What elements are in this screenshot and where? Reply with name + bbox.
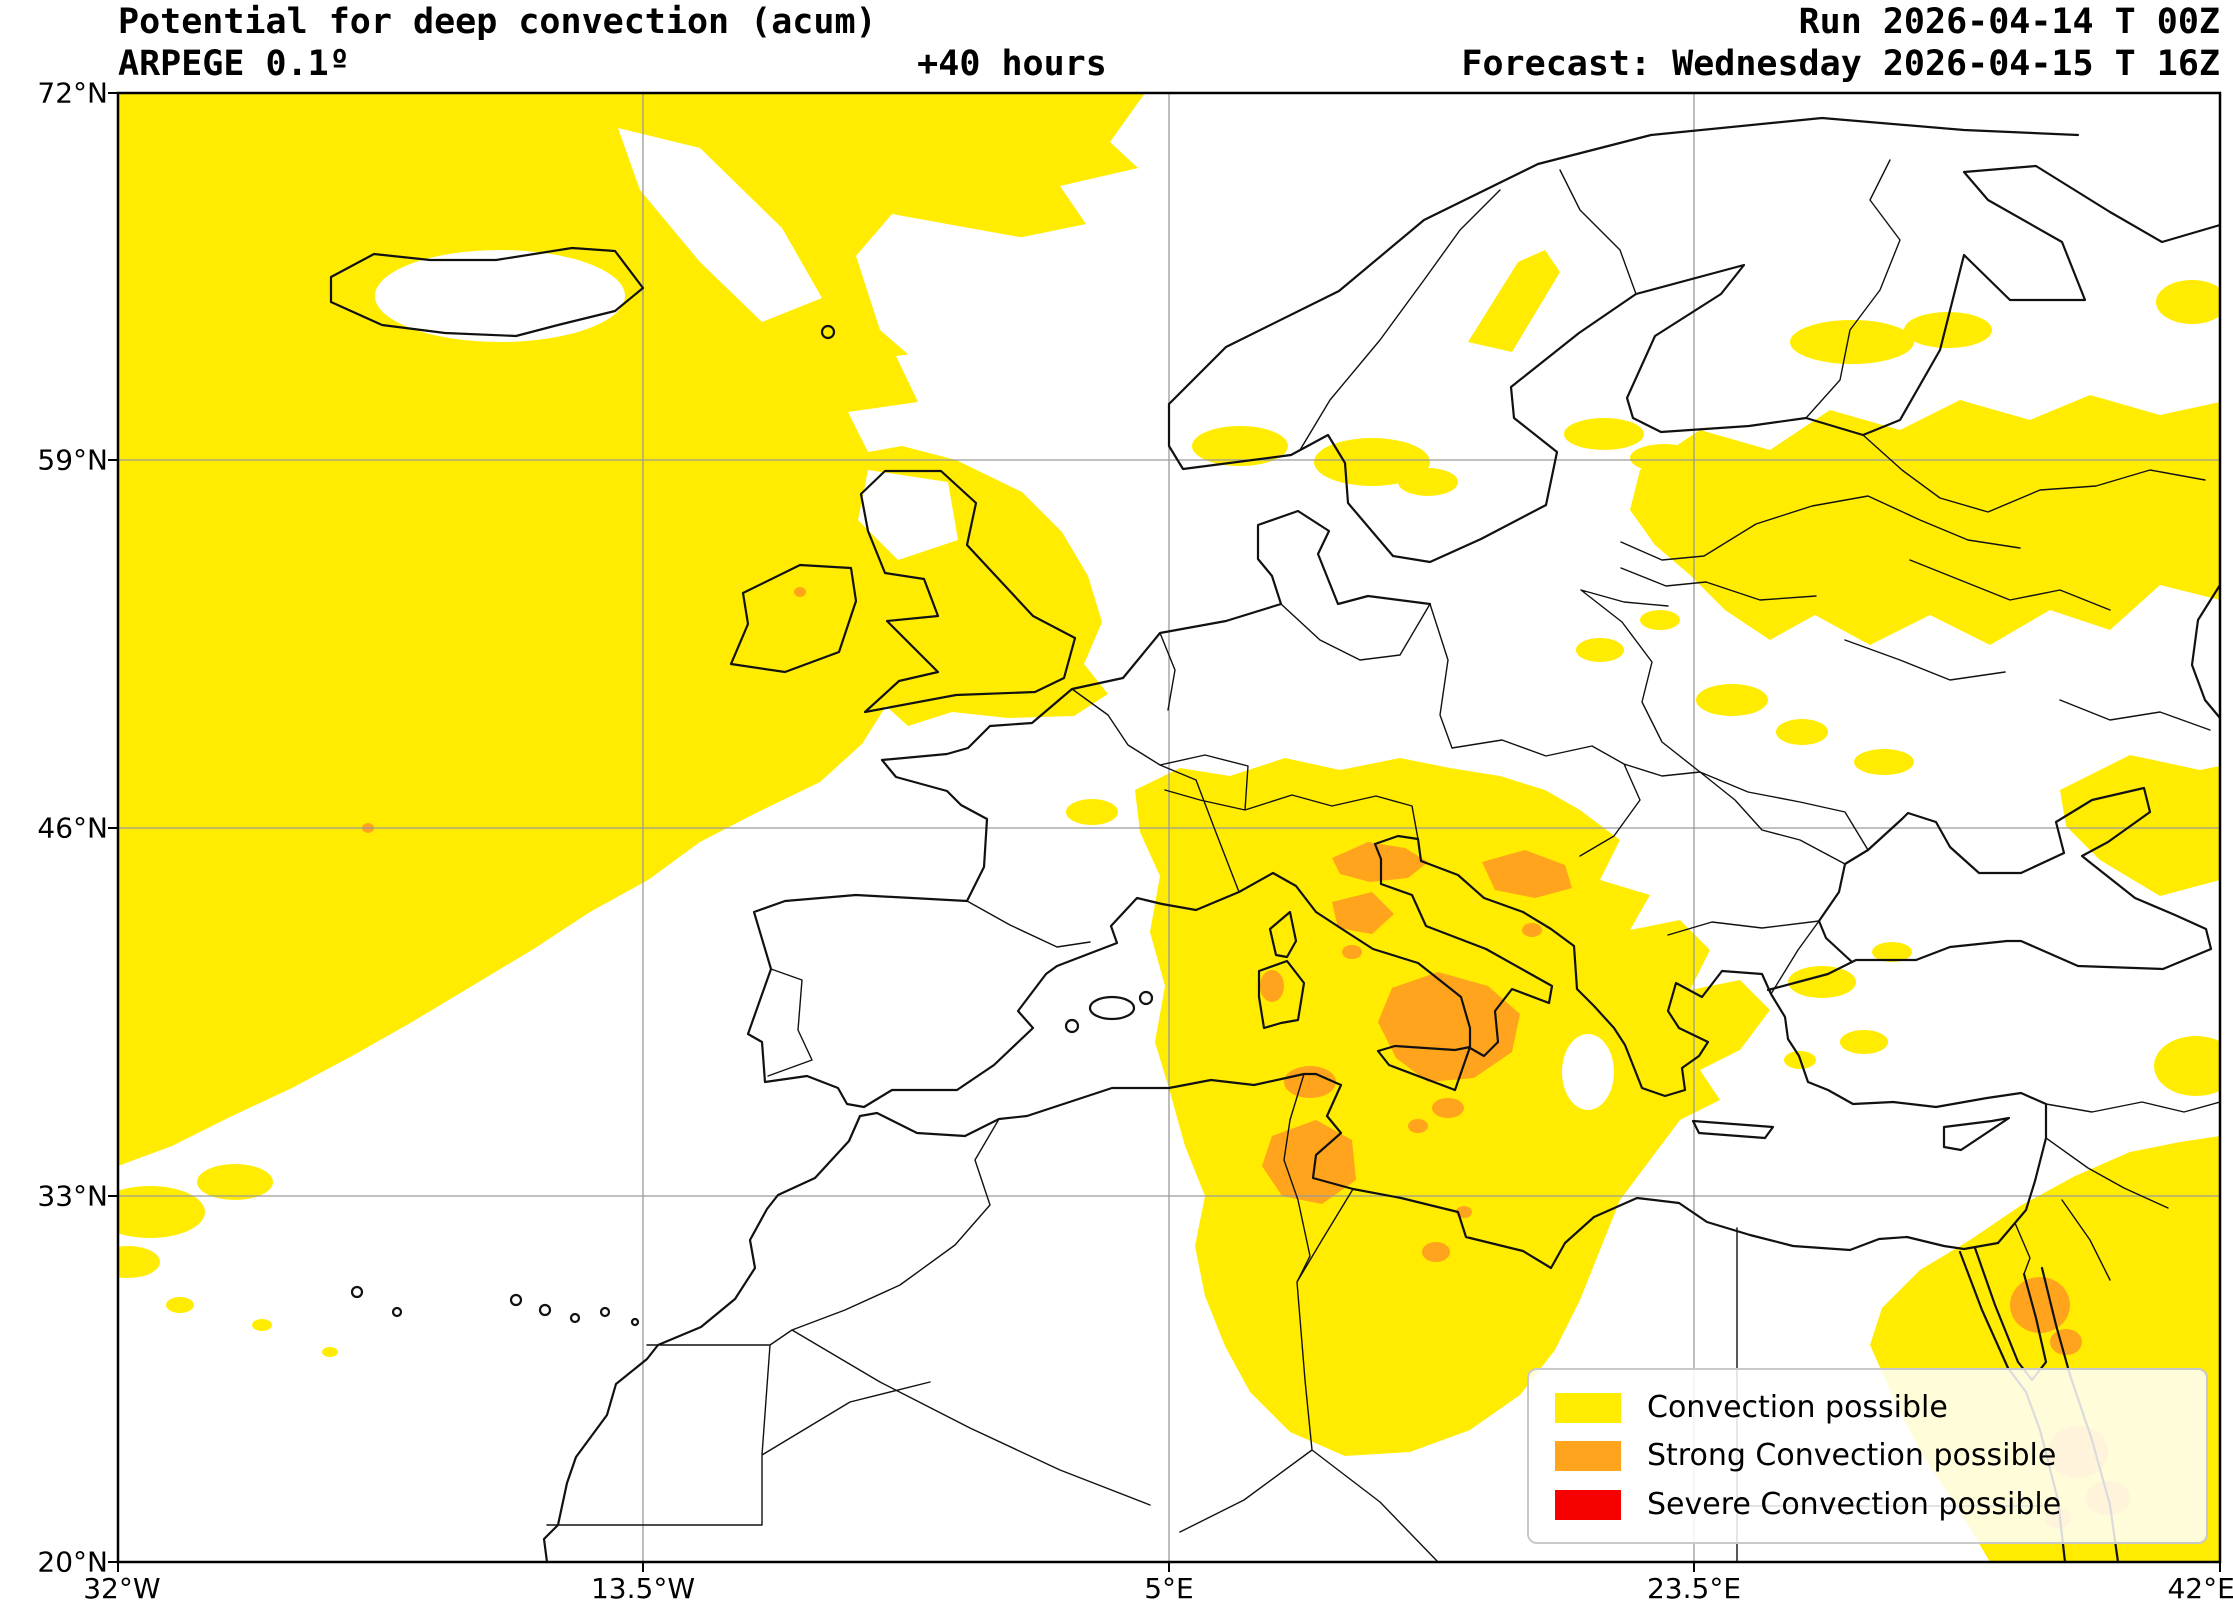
y-axis-tick-label: 72°N [37, 76, 108, 110]
gridlines [118, 93, 2220, 1562]
axis-ticks [108, 92, 2221, 1572]
strong-convection-area [1332, 892, 1394, 934]
x-axis-tick-label: 5°E [1144, 1572, 1194, 1604]
x-axis-tick-label: 23.5°E [1646, 1572, 1742, 1604]
coast-ireland [729, 563, 858, 674]
y-axis-tick-label: 33°N [37, 1179, 108, 1213]
legend: Convection possible Strong Convection po… [1527, 1368, 2208, 1544]
legend-swatch-convection-possible [1555, 1392, 1621, 1423]
clear-holes [375, 128, 1614, 1110]
convection-area [2060, 755, 2220, 896]
x-axis-tick-label: 42°E [2167, 1572, 2233, 1604]
coast-cyprus [1942, 1116, 2011, 1152]
legend-label: Severe Convection possible [1647, 1486, 2062, 1522]
convection-area [118, 93, 1145, 1166]
legend-item: Strong Convection possible [1555, 1439, 2196, 1473]
y-axis-tick-label: 46°N [37, 811, 108, 845]
x-axis-tick-label: 32°W [83, 1572, 161, 1604]
legend-swatch-severe-convection [1555, 1489, 1621, 1520]
coastlines [329, 116, 2220, 1562]
legend-item: Severe Convection possible [1555, 1486, 2196, 1522]
coast-scandinavia [1167, 116, 2220, 564]
y-axis-tick-label: 59°N [37, 443, 108, 477]
map-frame [116, 91, 2222, 1564]
coast-great-britain [859, 469, 1077, 714]
y-axis-tick-label: 20°N [37, 1545, 108, 1579]
x-axis-tick-label: 13.5°W [590, 1572, 696, 1604]
model-label: ARPEGE 0.1º [118, 44, 350, 84]
strong-convection-area [1482, 850, 1572, 898]
coast-sicily [1376, 1044, 1472, 1092]
coast-sardinia [1257, 959, 1306, 1030]
coast-crete [1691, 1119, 1775, 1140]
legend-label: Strong Convection possible [1647, 1438, 2057, 1473]
coast-mainland [542, 509, 2048, 1562]
convection-area [1630, 395, 2220, 645]
coast-iceland [329, 246, 645, 338]
coast-black-sea [1817, 786, 2213, 971]
lead-time-label: +40 hours [917, 44, 1107, 84]
forecast-time-label: Forecast: Wednesday 2026-04-15 T 16Z [1461, 44, 2220, 84]
legend-label: Convection possible [1647, 1389, 1948, 1425]
coast-corsica [1268, 910, 1298, 959]
legend-item: Convection possible [1555, 1389, 2196, 1425]
page-title: Potential for deep convection (acum) [118, 2, 877, 42]
legend-swatch-strong-convection [1555, 1441, 1621, 1471]
run-time-label: Run 2026-04-14 T 00Z [1798, 2, 2220, 42]
